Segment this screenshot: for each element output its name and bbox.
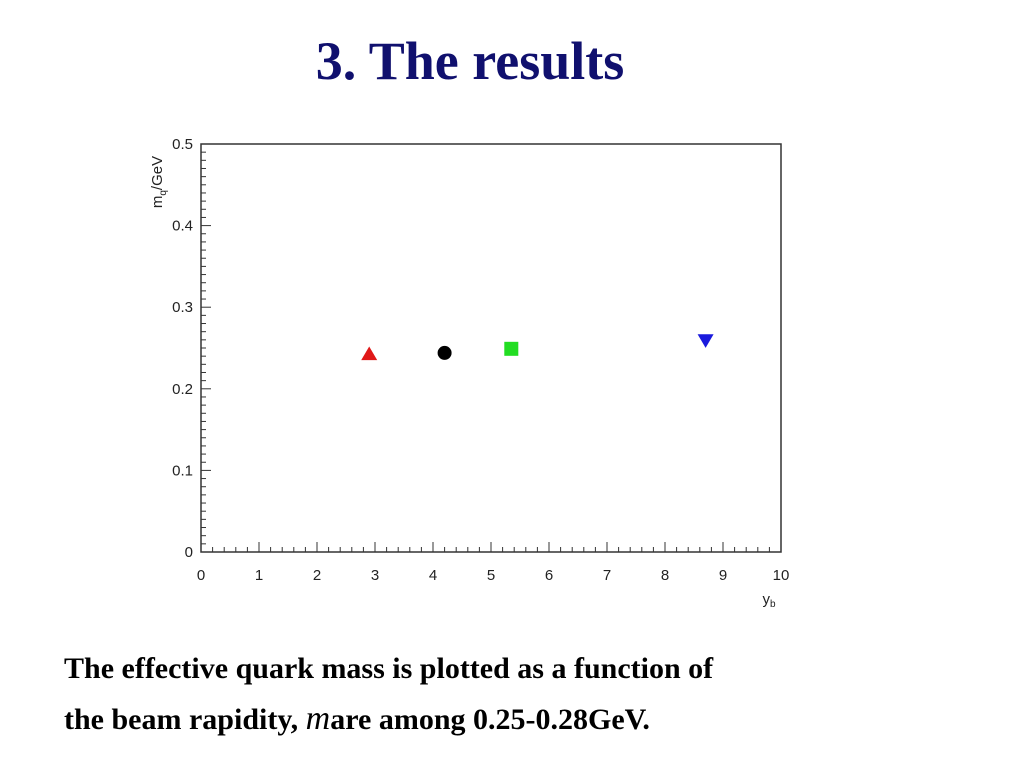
x-tick-label: 2 (313, 567, 321, 584)
x-tick-label: 3 (371, 567, 379, 584)
x-tick-label: 4 (429, 567, 437, 584)
x-tick-label: 9 (719, 567, 727, 584)
y-tick-label: 0.4 (172, 218, 193, 235)
y-tick-label: 0 (185, 544, 193, 561)
slide-title: 3. The results (315, 31, 625, 91)
x-tick-label: 7 (603, 567, 611, 584)
caption-line-2: the beam rapidity, mare among 0.25-0.28G… (64, 694, 984, 745)
caption-line-2-start: the beam rapidity, (64, 703, 306, 736)
x-tick-label: 5 (487, 567, 495, 584)
x-tick-label: 6 (545, 567, 553, 584)
scatter-chart: 0 0.1 0.2 0.3 0.4 0.5 0 1 2 3 4 5 6 7 8 9 10 mq/GeV yb (149, 136, 790, 610)
x-tick-label: 0 (197, 567, 205, 584)
caption-line-2-end: are among 0.25-0.28GeV. (330, 703, 650, 736)
y-tick-label: 0.2 (172, 381, 193, 398)
marker-circle (437, 345, 452, 360)
caption: The effective quark mass is plotted as a… (64, 644, 984, 745)
y-axis-label-group: mq/GeV (149, 156, 169, 208)
x-axis-label: yb (762, 591, 776, 610)
x-tick-label: 10 (773, 567, 790, 584)
y-axis-ticks: 0 0.1 0.2 0.3 0.4 0.5 (172, 136, 211, 561)
x-axis-ticks: 0 1 2 3 4 5 6 7 8 9 10 (197, 542, 790, 584)
mass-symbol: m (305, 700, 331, 737)
y-tick-label: 0.5 (172, 136, 193, 153)
x-axis-label-group: yb (762, 591, 776, 610)
marker-triangle-up (361, 346, 378, 361)
plot-frame (200, 143, 782, 553)
y-axis-label: mq/GeV (149, 156, 169, 208)
caption-line-1: The effective quark mass is plotted as a… (64, 652, 714, 685)
marker-square (504, 341, 519, 356)
x-tick-label: 1 (255, 567, 263, 584)
y-tick-label: 0.1 (172, 462, 193, 479)
marker-triangle-down (697, 334, 714, 348)
x-tick-label: 8 (661, 567, 669, 584)
y-tick-label: 0.3 (172, 299, 193, 316)
data-markers (361, 334, 714, 361)
